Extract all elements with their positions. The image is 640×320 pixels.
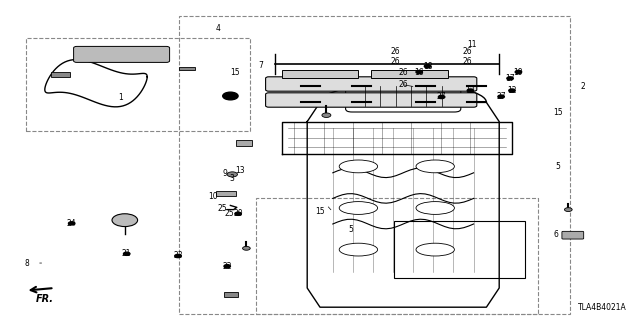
Circle shape xyxy=(438,95,445,99)
Text: 15: 15 xyxy=(553,108,563,117)
Text: 20: 20 xyxy=(233,209,243,218)
Text: 26: 26 xyxy=(398,68,408,76)
Bar xyxy=(371,70,448,78)
Text: 5: 5 xyxy=(348,225,353,234)
Text: 8: 8 xyxy=(24,259,29,268)
Circle shape xyxy=(467,89,474,92)
Text: 15: 15 xyxy=(230,68,240,77)
Text: 25: 25 xyxy=(218,204,228,213)
Circle shape xyxy=(224,265,230,268)
Text: 9: 9 xyxy=(223,169,228,178)
Circle shape xyxy=(235,212,241,215)
Text: 22: 22 xyxy=(223,262,232,271)
Circle shape xyxy=(175,254,181,258)
Bar xyxy=(216,191,236,196)
Circle shape xyxy=(498,95,504,98)
Text: 23: 23 xyxy=(173,252,183,260)
FancyBboxPatch shape xyxy=(346,80,461,112)
Circle shape xyxy=(424,65,431,68)
Text: 21: 21 xyxy=(122,249,131,258)
Text: 4: 4 xyxy=(215,24,220,33)
Text: 18: 18 xyxy=(423,62,432,71)
Text: 1: 1 xyxy=(118,93,123,102)
Text: 11: 11 xyxy=(468,40,477,49)
Text: 12: 12 xyxy=(466,86,475,95)
FancyBboxPatch shape xyxy=(562,231,584,239)
Circle shape xyxy=(223,92,238,100)
Text: TLA4B4021A: TLA4B4021A xyxy=(579,303,627,312)
Text: 7: 7 xyxy=(259,61,264,70)
Text: 26: 26 xyxy=(390,47,400,56)
Circle shape xyxy=(227,172,237,177)
FancyBboxPatch shape xyxy=(266,77,477,91)
Text: 17: 17 xyxy=(505,74,515,83)
Text: 24: 24 xyxy=(67,219,77,228)
Circle shape xyxy=(507,77,513,80)
Circle shape xyxy=(68,222,75,225)
Text: 27: 27 xyxy=(496,92,506,101)
Text: 26: 26 xyxy=(398,80,408,89)
Circle shape xyxy=(416,70,422,74)
Ellipse shape xyxy=(339,202,378,214)
Text: 2: 2 xyxy=(580,82,585,91)
Text: 5: 5 xyxy=(556,162,561,171)
Circle shape xyxy=(509,89,515,92)
Bar xyxy=(282,70,358,78)
Text: 6: 6 xyxy=(553,230,558,239)
Bar xyxy=(394,221,525,278)
Bar xyxy=(26,38,250,131)
Text: 13: 13 xyxy=(235,166,245,175)
Text: 3: 3 xyxy=(230,174,235,183)
Circle shape xyxy=(564,208,572,212)
Text: 10: 10 xyxy=(208,192,218,201)
Text: 15: 15 xyxy=(315,207,325,216)
Circle shape xyxy=(515,70,522,74)
Text: 26: 26 xyxy=(462,57,472,66)
Bar xyxy=(179,67,195,70)
Ellipse shape xyxy=(416,202,454,214)
Circle shape xyxy=(124,252,130,255)
Text: 12: 12 xyxy=(508,86,516,95)
Bar xyxy=(256,198,538,314)
FancyBboxPatch shape xyxy=(74,46,170,62)
Text: 16: 16 xyxy=(414,68,424,76)
Text: 26: 26 xyxy=(462,47,472,56)
Circle shape xyxy=(322,113,331,117)
Text: 27: 27 xyxy=(436,92,447,101)
Ellipse shape xyxy=(339,160,378,173)
Text: 26: 26 xyxy=(390,57,400,66)
FancyBboxPatch shape xyxy=(266,93,477,107)
Text: 19: 19 xyxy=(513,68,524,76)
Bar xyxy=(179,16,570,314)
Circle shape xyxy=(112,214,138,227)
Circle shape xyxy=(243,246,250,250)
Ellipse shape xyxy=(339,243,378,256)
Ellipse shape xyxy=(416,160,454,173)
Bar xyxy=(236,140,252,146)
Bar xyxy=(224,292,238,297)
Text: 25: 25 xyxy=(224,209,234,218)
Bar xyxy=(51,72,70,77)
Ellipse shape xyxy=(416,243,454,256)
Text: FR.: FR. xyxy=(36,294,54,304)
